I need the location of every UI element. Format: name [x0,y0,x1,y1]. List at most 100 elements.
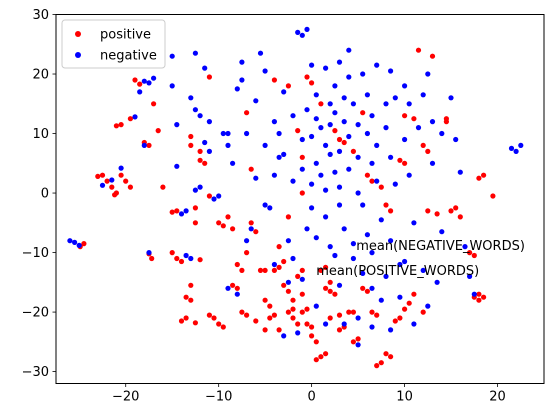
point-positive [425,148,431,154]
point-positive [323,351,329,357]
point-positive [453,205,459,211]
point-positive [118,172,124,178]
point-positive [178,258,185,265]
point-negative [346,74,352,80]
point-positive [327,288,333,294]
point-negative [192,187,198,193]
point-positive [253,229,259,235]
point-negative [388,68,394,74]
point-positive [378,360,384,366]
point-negative [309,205,315,211]
point-negative [388,154,394,160]
point-negative [253,98,259,104]
point-negative [281,333,287,339]
point-positive [313,339,319,345]
point-negative [350,255,356,262]
point-positive [192,320,198,326]
point-negative [323,214,329,220]
point-positive [151,101,157,107]
point-negative [109,177,115,183]
point-negative [206,119,212,125]
point-negative [197,184,203,190]
point-negative [332,110,338,116]
point-positive [281,258,287,265]
point-positive [262,327,268,333]
point-positive [225,214,231,220]
point-positive [183,315,189,321]
point-negative [281,151,287,157]
x-tick-label: 20 [489,390,506,405]
point-negative [299,166,305,172]
x-tick-label: −10 [205,390,232,405]
point-positive [183,294,189,300]
point-negative [216,193,222,199]
point-positive [476,291,482,297]
point-positive [369,178,375,184]
point-negative [323,321,329,327]
point-positive [202,160,208,166]
point-negative [420,92,426,98]
point-negative [364,130,370,137]
point-positive [481,294,487,300]
point-positive [239,267,245,273]
point-positive [332,128,338,134]
point-negative [374,142,380,148]
point-negative [295,330,301,336]
point-negative [197,113,203,119]
point-positive [304,74,310,80]
point-negative [132,114,138,120]
point-positive [123,178,129,184]
point-positive [383,351,389,357]
point-positive [355,336,361,342]
point-negative [72,239,78,245]
point-positive [299,190,305,196]
point-negative [318,172,324,178]
point-positive [253,318,259,324]
plot-frame [55,14,545,384]
point-negative [271,172,277,178]
point-positive [276,244,282,250]
point-negative [318,125,324,131]
point-positive [178,318,185,324]
y-tick-label: −10 [22,246,49,261]
point-positive [220,223,226,229]
point-negative [188,255,194,262]
point-positive [188,297,194,303]
point-negative [402,136,408,143]
point-negative [341,95,347,101]
point-positive [81,241,87,247]
legend-box [61,19,166,69]
point-positive [276,327,282,333]
point-positive [276,264,282,270]
point-negative [429,119,436,125]
point-positive [299,291,305,297]
point-positive [206,312,212,318]
point-negative [374,62,380,68]
point-positive [197,257,203,263]
point-positive [295,273,301,279]
point-negative [392,181,398,187]
point-negative [323,187,329,193]
point-positive [309,333,315,339]
points-layer [67,26,524,369]
point-negative [151,75,157,81]
point-negative [448,95,454,101]
point-negative [285,238,291,244]
point-negative [267,205,273,211]
point-positive [457,214,463,220]
point-negative [355,342,361,348]
point-positive [262,267,268,273]
point-positive [285,214,291,220]
point-positive [211,315,217,321]
point-negative [202,139,208,146]
point-negative [174,122,180,128]
point-positive [323,264,329,270]
point-negative [406,101,412,107]
point-negative [355,315,361,321]
point-positive [206,74,212,80]
point-positive [392,318,398,324]
point-negative [262,68,268,74]
point-negative [402,258,408,265]
point-positive [374,312,380,318]
point-negative [290,178,296,184]
